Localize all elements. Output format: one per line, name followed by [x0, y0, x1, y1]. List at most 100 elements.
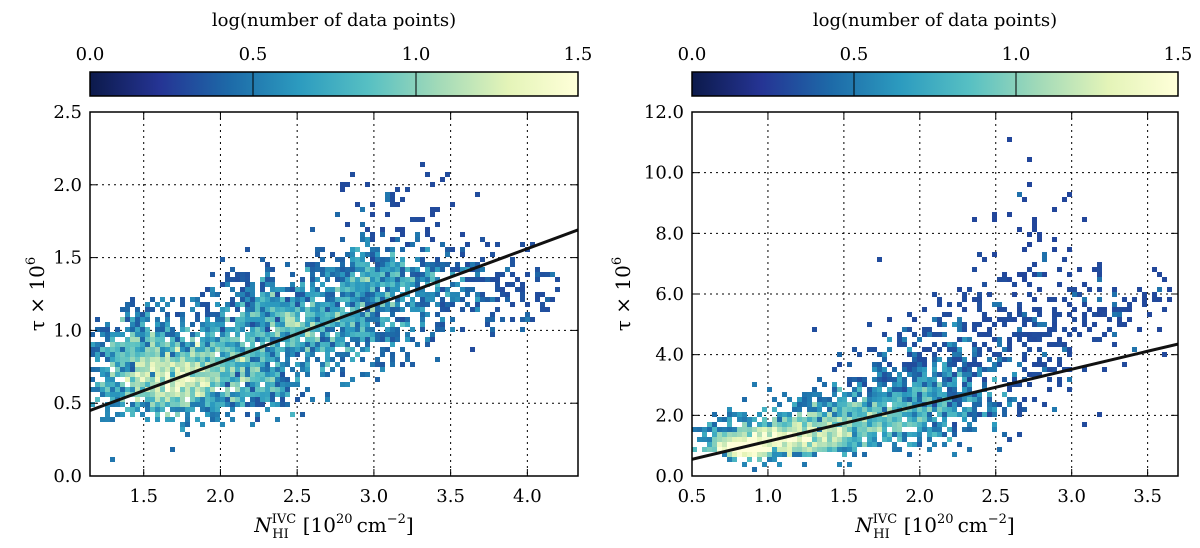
left-heatmap-cell-215	[185, 342, 190, 347]
right-heatmap-cell-761	[887, 317, 892, 322]
left-heatmap-cell-1446	[225, 382, 230, 387]
right-heatmap-cell-563	[932, 362, 937, 367]
left-heatmap-cell-47	[130, 372, 135, 377]
left-heatmap-cell-51	[205, 367, 210, 372]
right-heatmap-cell-486	[932, 357, 937, 362]
left-heatmap-cell-559	[120, 412, 125, 417]
left-heatmap-cell-333	[275, 387, 280, 392]
left-heatmap-cell-737	[375, 297, 380, 302]
left-heatmap-cell-476	[245, 377, 250, 382]
left-heatmap-cell-48	[145, 357, 150, 362]
right-heatmap-cell-616	[932, 367, 937, 372]
left-heatmap-cell-360	[205, 337, 210, 342]
left-heatmap-cell-797	[345, 297, 350, 302]
right-heatmap-cell-335	[867, 407, 872, 412]
right-heatmap-cell-279	[892, 417, 897, 422]
left-heatmap-cell-272	[310, 397, 315, 402]
right-heatmap-cell-42	[812, 447, 817, 452]
right-heatmap-cell-141	[857, 437, 862, 442]
right-heatmap-cell-558	[947, 407, 952, 412]
left-heatmap-cell-533	[180, 327, 185, 332]
left-heatmap-cell-1359	[235, 292, 240, 297]
right-heatmap-cell-451	[857, 407, 862, 412]
left-heatmap-cell-20	[185, 367, 190, 372]
right-heatmap-cell-652	[922, 367, 927, 372]
right-heatmap-cell-129	[722, 447, 727, 452]
left-heatmap-cell-511	[340, 382, 345, 387]
left-heatmap-cell-1411	[135, 317, 140, 322]
left-heatmap-cell-1268	[535, 277, 540, 282]
right-heatmap-cell-597	[967, 372, 972, 377]
left-heatmap-cell-833	[215, 312, 220, 317]
right-heatmap-cell-961	[1127, 317, 1132, 322]
left-heatmap-cell-1038	[375, 307, 380, 312]
left-heatmap-cell-41	[265, 407, 270, 412]
right-heatmap-cell-287	[792, 402, 797, 407]
left-heatmap-cell-1156	[360, 262, 365, 267]
right-heatmap-cell-711	[1012, 332, 1017, 337]
left-heatmap-cell-998	[430, 297, 435, 302]
right-heatmap-cell-296	[962, 427, 967, 432]
left-heatmap-cell-717	[350, 277, 355, 282]
right-heatmap-cell-165	[722, 442, 727, 447]
left-heatmap-cell-1041	[330, 252, 335, 257]
left-heatmap-cell-1406	[145, 302, 150, 307]
left-heatmap-cell-669	[240, 322, 245, 327]
left-heatmap-cell-53	[105, 372, 110, 377]
right-heatmap-cell-798	[967, 337, 972, 342]
left-heatmap-cell-786	[320, 342, 325, 347]
left-heatmap-cell-343	[235, 347, 240, 352]
left-heatmap-cell-979	[395, 297, 400, 302]
left-heatmap-cell-407	[165, 392, 170, 397]
right-heatmap-cell-629	[947, 372, 952, 377]
right-heatmap-cell-800	[922, 327, 927, 332]
left-heatmap-cell-262	[145, 337, 150, 342]
left-heatmap-cell-767	[340, 272, 345, 277]
right-heatmap-cell-705	[997, 337, 1002, 342]
left-heatmap-cell-1040	[535, 272, 540, 277]
left-heatmap-cell-142	[240, 362, 245, 367]
left-heatmap-cell-756	[340, 367, 345, 372]
left-heatmap-cell-1480	[395, 227, 400, 232]
left-heatmap-cell-103	[170, 357, 175, 362]
right-heatmap-cell-575	[932, 397, 937, 402]
left-heatmap-cell-342	[165, 302, 170, 307]
right-heatmap-cell-725	[997, 342, 1002, 347]
right-heatmap-cell-394	[872, 397, 877, 402]
right-heatmap-cell-126	[722, 452, 727, 457]
left-heatmap-cell-506	[135, 342, 140, 347]
left-heatmap-cell-1143	[370, 267, 375, 272]
left-heatmap-cell-1108	[375, 357, 380, 362]
right-heatmap-cell-715	[1037, 337, 1042, 342]
right-heatmap-cell-678	[932, 332, 937, 337]
right-heatmap-cell-824	[1027, 347, 1032, 352]
right-heatmap-cell-982	[1082, 282, 1087, 287]
left-heatmap-cell-1398	[170, 332, 175, 337]
left-heatmap-cell-310	[240, 367, 245, 372]
right-heatmap-cell-475	[797, 397, 802, 402]
left-heatmap-cell-501	[90, 367, 95, 372]
right-heatmap-cell-971	[1112, 307, 1117, 312]
left-heatmap-cell-1227	[440, 242, 445, 247]
right-heatmap-cell-635	[857, 382, 862, 387]
left-heatmap-cell-813	[305, 317, 310, 322]
left-heatmap-cell-1499	[420, 217, 425, 222]
left-heatmap-cell-122	[125, 362, 130, 367]
left-heatmap-cell-766	[365, 312, 370, 317]
left-heatmap-cell-293	[305, 352, 310, 357]
left-heatmap-cell-298	[155, 352, 160, 357]
left-heatmap-cell-997	[440, 297, 445, 302]
left-heatmap-cell-1102	[430, 272, 435, 277]
right-heatmap-cell-431	[882, 422, 887, 427]
right-heatmap-cell-735	[1007, 437, 1012, 442]
left-heatmap-cell-1307	[550, 297, 555, 302]
left-heatmap-cell-169	[260, 387, 265, 392]
left-heatmap-cell-1005	[400, 297, 405, 302]
right-heatmap-cell-793	[882, 332, 887, 337]
left-heatmap-cell-1479	[395, 187, 400, 192]
left-heatmap-cell-1119	[375, 312, 380, 317]
left-heatmap-cell-1444	[245, 382, 250, 387]
left-heatmap-cell-489	[200, 347, 205, 352]
right-heatmap-cell-782	[977, 307, 982, 312]
left-heatmap-cell-1060	[415, 272, 420, 277]
